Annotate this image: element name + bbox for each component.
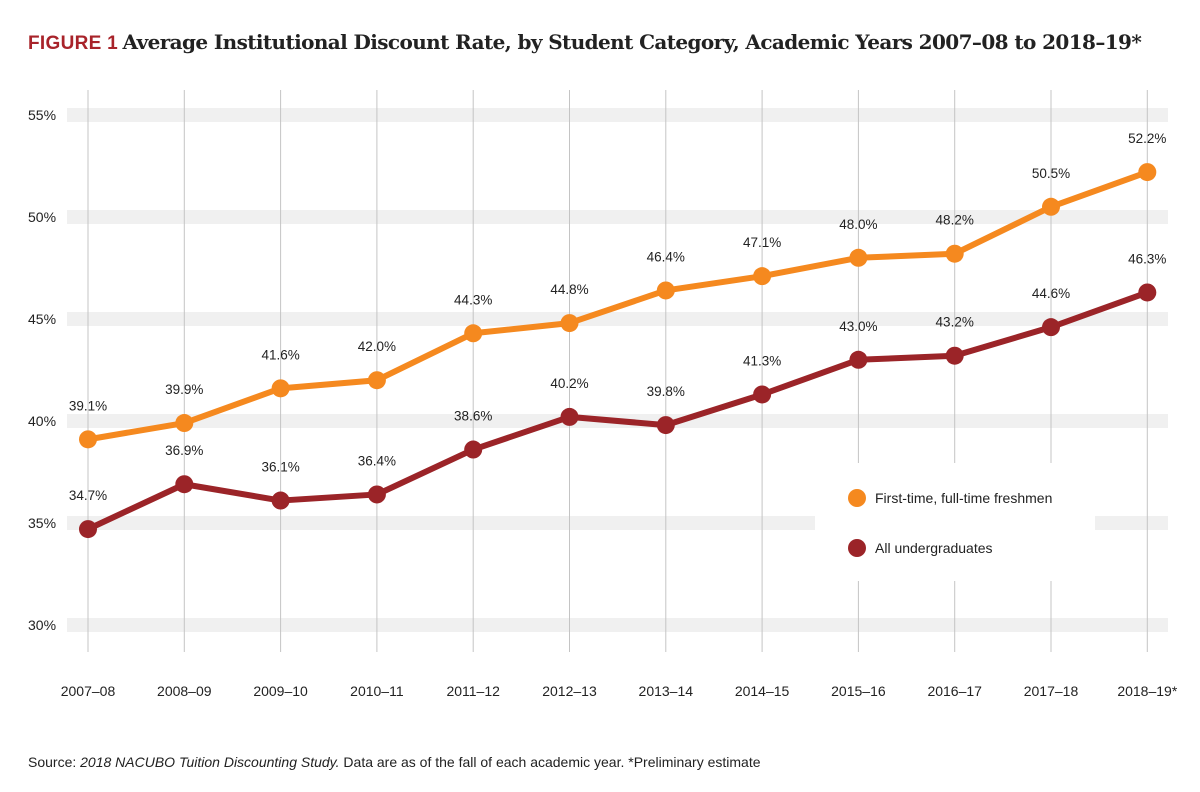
data-point-1-2 [271,491,290,510]
legend-marker-1 [848,539,866,557]
data-label: 43.2% [936,315,974,330]
data-label: 44.8% [550,282,588,297]
legend-label: First-time, full-time freshmen [875,490,1052,506]
data-point-1-0 [79,520,97,539]
data-point-1-8 [849,350,868,369]
source-note: Source: 2018 NACUBO Tuition Discounting … [28,754,761,770]
data-point-1-4 [464,440,483,459]
x-tick-label: 2007–08 [61,683,116,699]
source-prefix: Source: [28,754,81,770]
data-label: 48.2% [936,213,974,228]
data-point-0-4 [464,324,483,343]
y-tick-label: 50% [28,209,56,225]
gridband-55 [67,108,1168,122]
y-tick-label: 40% [28,413,56,429]
data-point-1-9 [945,346,964,365]
data-point-1-1 [175,475,194,494]
data-label: 46.3% [1128,251,1166,266]
series-line-0 [85,169,1151,443]
data-label: 50.5% [1032,166,1070,181]
x-tick-label: 2014–15 [735,683,790,699]
y-tick-label: 35% [28,515,56,531]
data-point-0-1 [175,414,194,433]
data-point-0-7 [753,267,772,286]
data-point-0-10 [1042,197,1060,216]
data-label: 41.3% [743,353,781,368]
data-label: 46.4% [647,249,685,264]
legend-label: All undergraduates [875,540,993,556]
x-tick-label: 2009–10 [253,683,308,699]
legend-box [815,463,1095,581]
x-tick-label: 2017–18 [1024,683,1079,699]
y-tick-label: 30% [28,617,56,633]
data-point-0-5 [560,314,579,333]
data-label: 39.8% [647,384,685,399]
data-label: 48.0% [839,217,877,232]
data-label: 43.0% [839,319,877,334]
data-point-1-11 [1138,283,1157,302]
data-label: 36.1% [261,460,299,475]
data-point-0-9 [945,244,964,263]
data-point-1-10 [1042,318,1060,337]
figure-label: FIGURE 1 [28,33,119,54]
data-point-0-6 [656,281,675,300]
data-label: 36.4% [358,453,396,468]
data-point-1-3 [367,485,386,504]
x-tick-label: 2011–12 [446,683,500,699]
data-point-0-11 [1138,163,1157,182]
gridband-45 [67,312,1168,326]
data-label: 41.6% [261,347,299,362]
data-point-0-2 [271,379,290,398]
data-label: 36.9% [165,443,203,458]
x-tick-label: 2012–13 [542,683,597,699]
series-line-1 [85,289,1151,533]
x-tick-label: 2008–09 [157,683,212,699]
y-tick-label: 55% [28,107,56,123]
data-label: 39.9% [165,382,203,397]
legend-marker-0 [848,489,866,507]
data-label: 39.1% [69,398,107,413]
data-label: 44.6% [1032,286,1070,301]
x-tick-label: 2015–16 [831,683,886,699]
x-tick-label: 2010–11 [350,683,404,699]
x-tick-label: 2013–14 [639,683,694,699]
data-label: 52.2% [1128,131,1166,146]
data-point-0-0 [79,430,97,449]
data-point-0-3 [367,371,386,390]
gridband-50 [67,210,1168,224]
data-label: 47.1% [743,235,781,250]
figure-title: Average Institutional Discount Rate, by … [122,30,1142,54]
data-label: 38.6% [454,409,492,424]
chart-title: FIGURE 1 Average Institutional Discount … [28,30,1142,55]
data-point-1-7 [753,385,772,404]
source-study: 2018 NACUBO Tuition Discounting Study. [80,754,340,770]
data-point-1-5 [560,407,579,426]
data-point-0-8 [849,248,868,267]
x-tick-label: 2016–17 [927,683,982,699]
x-tick-label: 2018–19* [1117,683,1178,699]
data-point-1-6 [656,416,675,435]
data-label: 40.2% [550,376,588,391]
data-label: 44.3% [454,292,492,307]
data-label: 34.7% [69,488,107,503]
data-label: 42.0% [358,339,396,354]
y-tick-label: 45% [28,311,56,327]
line-chart: 30% 35% 40% 45% 50% 55% 2007–08 2008–09 2009–10 2… [28,90,1178,699]
source-text: Data are as of the fall of each academic… [339,754,761,770]
gridband-30 [67,618,1168,632]
